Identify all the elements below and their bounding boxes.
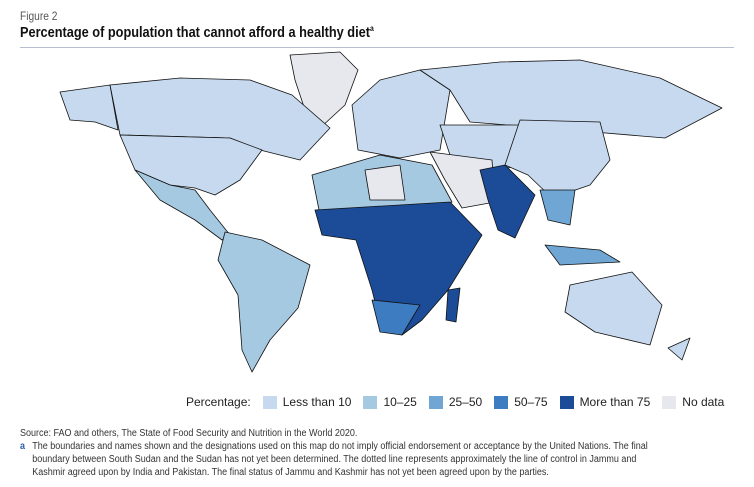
title-text: Percentage of population that cannot aff… bbox=[20, 24, 370, 41]
figure-label: Figure 2 bbox=[20, 9, 58, 23]
region-sahara-nodata bbox=[364, 164, 406, 201]
map-title: Percentage of population that cannot aff… bbox=[20, 24, 374, 41]
region-alaska bbox=[59, 84, 119, 131]
region-south-america bbox=[217, 231, 311, 373]
source-text: Source: FAO and others, The State of Foo… bbox=[20, 428, 358, 439]
region-europe bbox=[351, 69, 451, 159]
region-indonesia bbox=[544, 244, 621, 266]
footnote-marker: a bbox=[20, 441, 26, 452]
region-southern-africa bbox=[371, 299, 421, 336]
legend-swatch bbox=[363, 395, 378, 409]
region-southeast-asia bbox=[539, 189, 576, 226]
footnote-a: a The boundaries and names shown and the… bbox=[20, 440, 664, 479]
region-madagascar bbox=[445, 287, 461, 323]
legend-item: 50–75 bbox=[514, 395, 548, 409]
legend-item: 25–50 bbox=[448, 395, 483, 409]
region-new-zealand bbox=[667, 337, 691, 361]
footnote-text: The boundaries and names shown and the d… bbox=[32, 441, 648, 478]
legend: Percentage: Less than 10 10–25 25–50 50–… bbox=[186, 395, 724, 409]
region-south-asia bbox=[479, 164, 536, 239]
region-australia bbox=[564, 271, 663, 346]
region-middle-east bbox=[429, 151, 496, 209]
legend-item: Less than 10 bbox=[282, 395, 352, 409]
legend-swatch bbox=[559, 395, 574, 409]
legend-swatch bbox=[662, 395, 677, 409]
title-note-marker: a bbox=[369, 24, 374, 33]
world-map bbox=[59, 51, 723, 373]
legend-item: 10–25 bbox=[383, 395, 417, 409]
legend-swatch bbox=[494, 395, 509, 409]
region-usa bbox=[119, 134, 263, 196]
footnotes: Source: FAO and others, The State of Foo… bbox=[20, 427, 664, 479]
legend-swatch bbox=[428, 395, 443, 409]
title-divider bbox=[20, 47, 734, 48]
legend-item: No data bbox=[682, 395, 725, 409]
region-russia bbox=[419, 59, 723, 139]
legend-item: More than 75 bbox=[579, 395, 651, 409]
legend-swatch bbox=[262, 395, 277, 409]
legend-label: Percentage: bbox=[186, 395, 251, 409]
